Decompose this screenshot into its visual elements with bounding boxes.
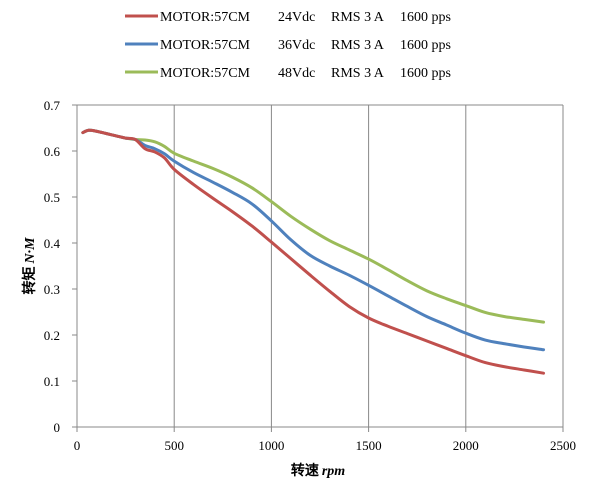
legend-voltage: 36Vdc — [278, 38, 315, 53]
y-axis-label-cn: 转矩 — [21, 267, 38, 295]
y-tick-label: 0.2 — [44, 328, 60, 343]
axes — [72, 104, 564, 432]
y-tick-label: 0.7 — [44, 98, 61, 113]
legend-current: RMS 3 A — [331, 38, 385, 53]
legend-motor-name: MOTOR:57CM — [160, 38, 251, 53]
series-line-24vdc — [81, 128, 546, 375]
legend-motor-name: MOTOR:57CM — [160, 66, 251, 81]
series-lines — [81, 128, 546, 375]
legend-pps: 1600 pps — [400, 38, 451, 53]
legend-pps: 1600 pps — [400, 10, 451, 25]
x-axis-label-unit: rpm — [322, 464, 345, 479]
y-tick-label: 0.4 — [44, 236, 61, 251]
legend-current: RMS 3 A — [331, 66, 385, 81]
legend-voltage: 48Vdc — [278, 66, 315, 81]
x-tick-label: 1500 — [356, 438, 382, 453]
legend-motor-name: MOTOR:57CM — [160, 10, 251, 25]
x-tick-label: 500 — [164, 438, 184, 453]
legend-voltage: 24Vdc — [278, 10, 315, 25]
y-axis-label-unit: N·M — [23, 237, 38, 265]
legend: MOTOR:57CM 24Vdc RMS 3 A 1600 pps MOTOR:57CM… — [125, 10, 451, 81]
legend-current: RMS 3 A — [331, 10, 385, 25]
y-tick-label: 0 — [54, 420, 61, 435]
x-tick-label: 1000 — [258, 438, 284, 453]
y-tick-label: 0.3 — [44, 282, 60, 297]
x-tick-label: 0 — [74, 438, 81, 453]
y-axis-label: 转矩 N·M — [21, 237, 38, 295]
tick-labels: 0 0.1 0.2 0.3 0.4 0.5 0.6 0.7 0 500 1000 1500 2000 25… — [44, 98, 576, 453]
x-axis-label-cn: 转速 — [291, 462, 319, 479]
legend-pps: 1600 pps — [400, 66, 451, 81]
gridlines — [77, 104, 564, 427]
y-tick-label: 0.6 — [44, 144, 61, 159]
y-tick-label: 0.1 — [44, 374, 60, 389]
x-tick-label: 2000 — [453, 438, 479, 453]
y-tick-label: 0.5 — [44, 190, 60, 205]
x-axis-label: 转速 rpm — [291, 462, 345, 479]
x-tick-label: 2500 — [550, 438, 576, 453]
